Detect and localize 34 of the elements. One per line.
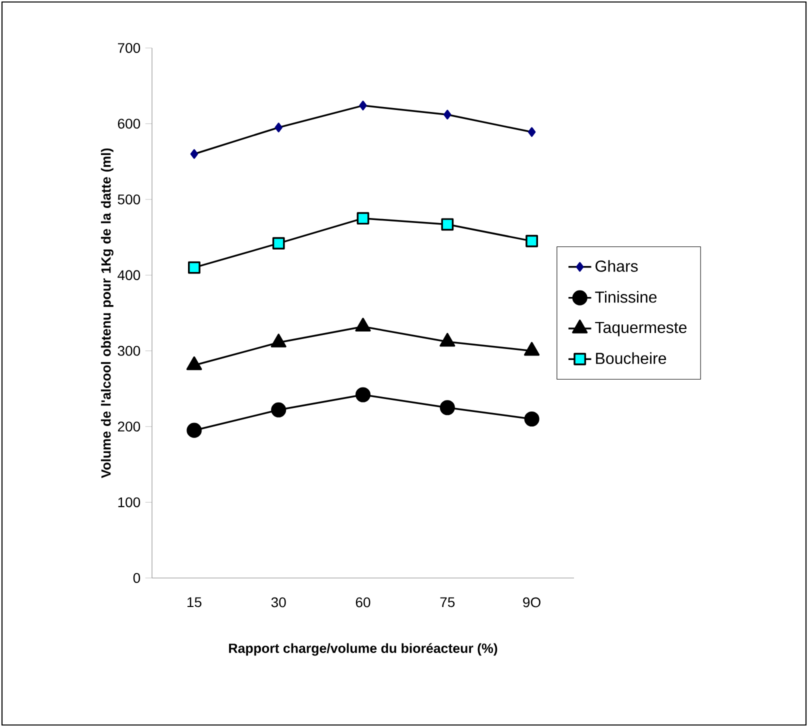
point xyxy=(359,100,367,110)
y-axis-title: Volume de l'alcool obtenu pour 1Kg de la datte (ml) xyxy=(100,148,114,478)
legend-label: Boucheire xyxy=(596,352,666,364)
y-tick-label: 300 xyxy=(118,346,140,356)
point xyxy=(186,422,202,438)
point xyxy=(528,127,536,137)
y-tick-label: 200 xyxy=(118,422,140,432)
point xyxy=(524,411,540,427)
y-tick-label: 600 xyxy=(118,118,140,129)
legend-label: Taquermeste xyxy=(595,322,687,336)
point xyxy=(272,237,285,250)
x-axis-title: Rapport charge/volume du bioréacteur (%) xyxy=(229,643,498,656)
y-tick-label: 500 xyxy=(118,194,140,204)
y-tick-label: 700 xyxy=(118,43,140,53)
x-tick-label: 15 xyxy=(187,597,202,608)
legend-label: Tinissine xyxy=(595,291,657,303)
point xyxy=(188,261,200,274)
point xyxy=(444,110,452,120)
legend-label: Ghars xyxy=(596,260,638,272)
point xyxy=(441,218,454,231)
point xyxy=(274,122,282,132)
x-tick-label: 60 xyxy=(356,597,370,608)
y-tick-label: 400 xyxy=(118,270,140,280)
point xyxy=(356,212,370,225)
point xyxy=(271,402,286,418)
point xyxy=(440,400,455,416)
y-tick-label: 0 xyxy=(133,573,140,583)
x-tick-label: 75 xyxy=(440,597,455,608)
point xyxy=(355,387,371,402)
point xyxy=(526,234,538,248)
x-tick-label: 9O xyxy=(523,597,540,608)
x-tick-label: 30 xyxy=(271,597,286,608)
point xyxy=(190,149,198,159)
y-tick-label: 100 xyxy=(118,497,140,508)
